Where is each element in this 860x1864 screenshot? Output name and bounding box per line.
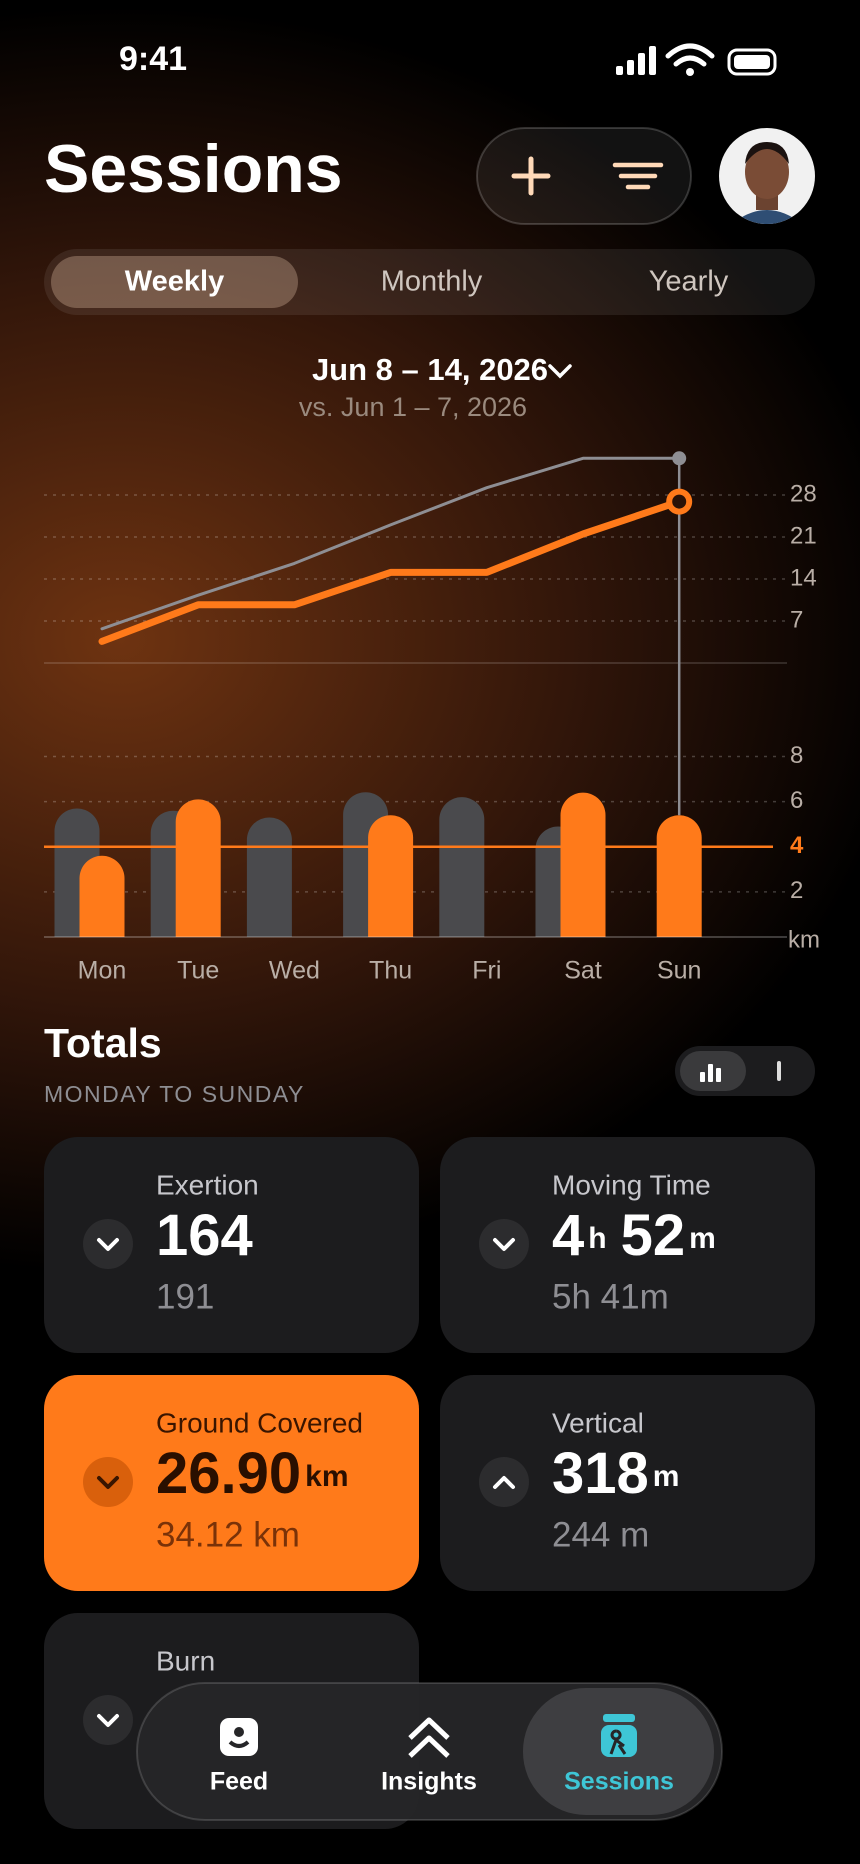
y-tick-label: 6 (790, 787, 803, 814)
trend-badge (83, 1457, 133, 1507)
bar (656, 815, 702, 937)
bar (175, 799, 221, 937)
nav-label: Feed (210, 1768, 268, 1796)
status-icons (616, 43, 777, 76)
bar (368, 815, 414, 937)
value-number: 318 (552, 1441, 649, 1506)
value-number: 52 (621, 1203, 686, 1268)
x-tick-label: Wed (269, 957, 320, 985)
page-title: Sessions (44, 131, 343, 207)
value-number: 26.90 (156, 1441, 301, 1506)
card-value: 4 h 52 m (552, 1203, 716, 1268)
card-previous: 34.12 km (156, 1515, 300, 1554)
nav-item[interactable]: Sessions (523, 1688, 714, 1815)
card-label: Ground Covered (156, 1407, 363, 1438)
card-label: Exertion (156, 1169, 259, 1200)
card-label: Moving Time (552, 1169, 711, 1200)
y-tick-label: 2 (790, 877, 803, 904)
nav-item[interactable]: Insights (381, 1717, 477, 1796)
card-label: Vertical (552, 1407, 644, 1438)
nav-item[interactable]: Feed (210, 1718, 268, 1796)
x-tick-label: Mon (78, 957, 127, 985)
value-number: 4 (552, 1203, 584, 1268)
value-unit: m (653, 1460, 680, 1493)
y-tick-label: 21 (790, 522, 817, 549)
y-tick-label: 7 (790, 606, 803, 633)
bar (439, 797, 485, 937)
tab-active (51, 256, 298, 308)
card-previous: 191 (156, 1277, 214, 1316)
trend-chevron (97, 1238, 119, 1251)
y-tick-label: 28 (790, 480, 817, 507)
totals-subtitle: MONDAY TO SUNDAY (44, 1081, 305, 1107)
card-bg (440, 1375, 815, 1591)
trend-chevron (97, 1714, 119, 1727)
action-group (476, 127, 692, 225)
nav-icon (408, 1717, 450, 1758)
card-previous: 5h 41m (552, 1277, 669, 1316)
y-tick-label: 8 (790, 742, 803, 769)
card-previous: 244 m (552, 1515, 649, 1554)
avatar[interactable] (719, 128, 815, 230)
y-tick-label: 14 (790, 564, 817, 591)
endpoint (666, 488, 693, 515)
x-tick-label: Fri (472, 957, 501, 985)
tab[interactable]: Weekly (125, 266, 224, 298)
trend-chevron (493, 1238, 515, 1251)
card-value: 318 m (552, 1441, 679, 1506)
tab-bar (44, 249, 815, 315)
cumulative-line (98, 498, 683, 645)
tab[interactable]: Yearly (649, 266, 729, 298)
x-tick-label: Thu (369, 957, 412, 985)
card-bg (440, 1137, 815, 1353)
value-unit: m (689, 1222, 716, 1255)
nav-label: Sessions (564, 1768, 674, 1796)
trend-badge (479, 1457, 529, 1507)
view-toggle[interactable] (675, 1046, 815, 1096)
nav-label: Insights (381, 1768, 477, 1796)
bar (246, 817, 292, 937)
trend-badge (479, 1219, 529, 1269)
tab[interactable]: Monthly (381, 266, 483, 298)
nav-icon-detail (234, 1727, 244, 1737)
value-number: 164 (156, 1203, 253, 1268)
nav-icon-detail (228, 1740, 250, 1748)
card-value: 26.90 km (156, 1441, 349, 1506)
value-unit: h (588, 1222, 606, 1255)
card-value: 164 (156, 1203, 253, 1268)
y-unit: km (788, 926, 820, 953)
period-comparison: vs. Jun 1 – 7, 2026 (299, 392, 527, 422)
trend-chevron (493, 1476, 515, 1489)
trend-badge (83, 1219, 133, 1269)
nav-icon-detail (609, 1729, 627, 1755)
trend-badge (83, 1695, 133, 1745)
card-bg (44, 1375, 419, 1591)
period-chevron[interactable] (548, 364, 572, 379)
bar (560, 792, 606, 937)
totals-title: Totals (44, 1020, 162, 1066)
x-tick-label: Sat (564, 957, 602, 985)
filter-button[interactable] (612, 162, 664, 190)
x-tick-label: Tue (177, 957, 219, 985)
y-tick-label: 4 (790, 832, 804, 859)
nav-icon (603, 1714, 635, 1722)
x-tick-label: Sun (657, 957, 701, 985)
card-bg (44, 1137, 419, 1353)
endpoint (672, 451, 687, 466)
period-range[interactable]: Jun 8 – 14, 2026 (312, 352, 548, 387)
trend-chevron (97, 1476, 119, 1489)
cumulative-line (100, 456, 681, 631)
add-button[interactable] (511, 156, 551, 196)
bar (79, 855, 125, 937)
card-label: Burn (156, 1645, 215, 1676)
value-unit: km (305, 1460, 348, 1493)
status-time: 9:41 (119, 40, 187, 78)
